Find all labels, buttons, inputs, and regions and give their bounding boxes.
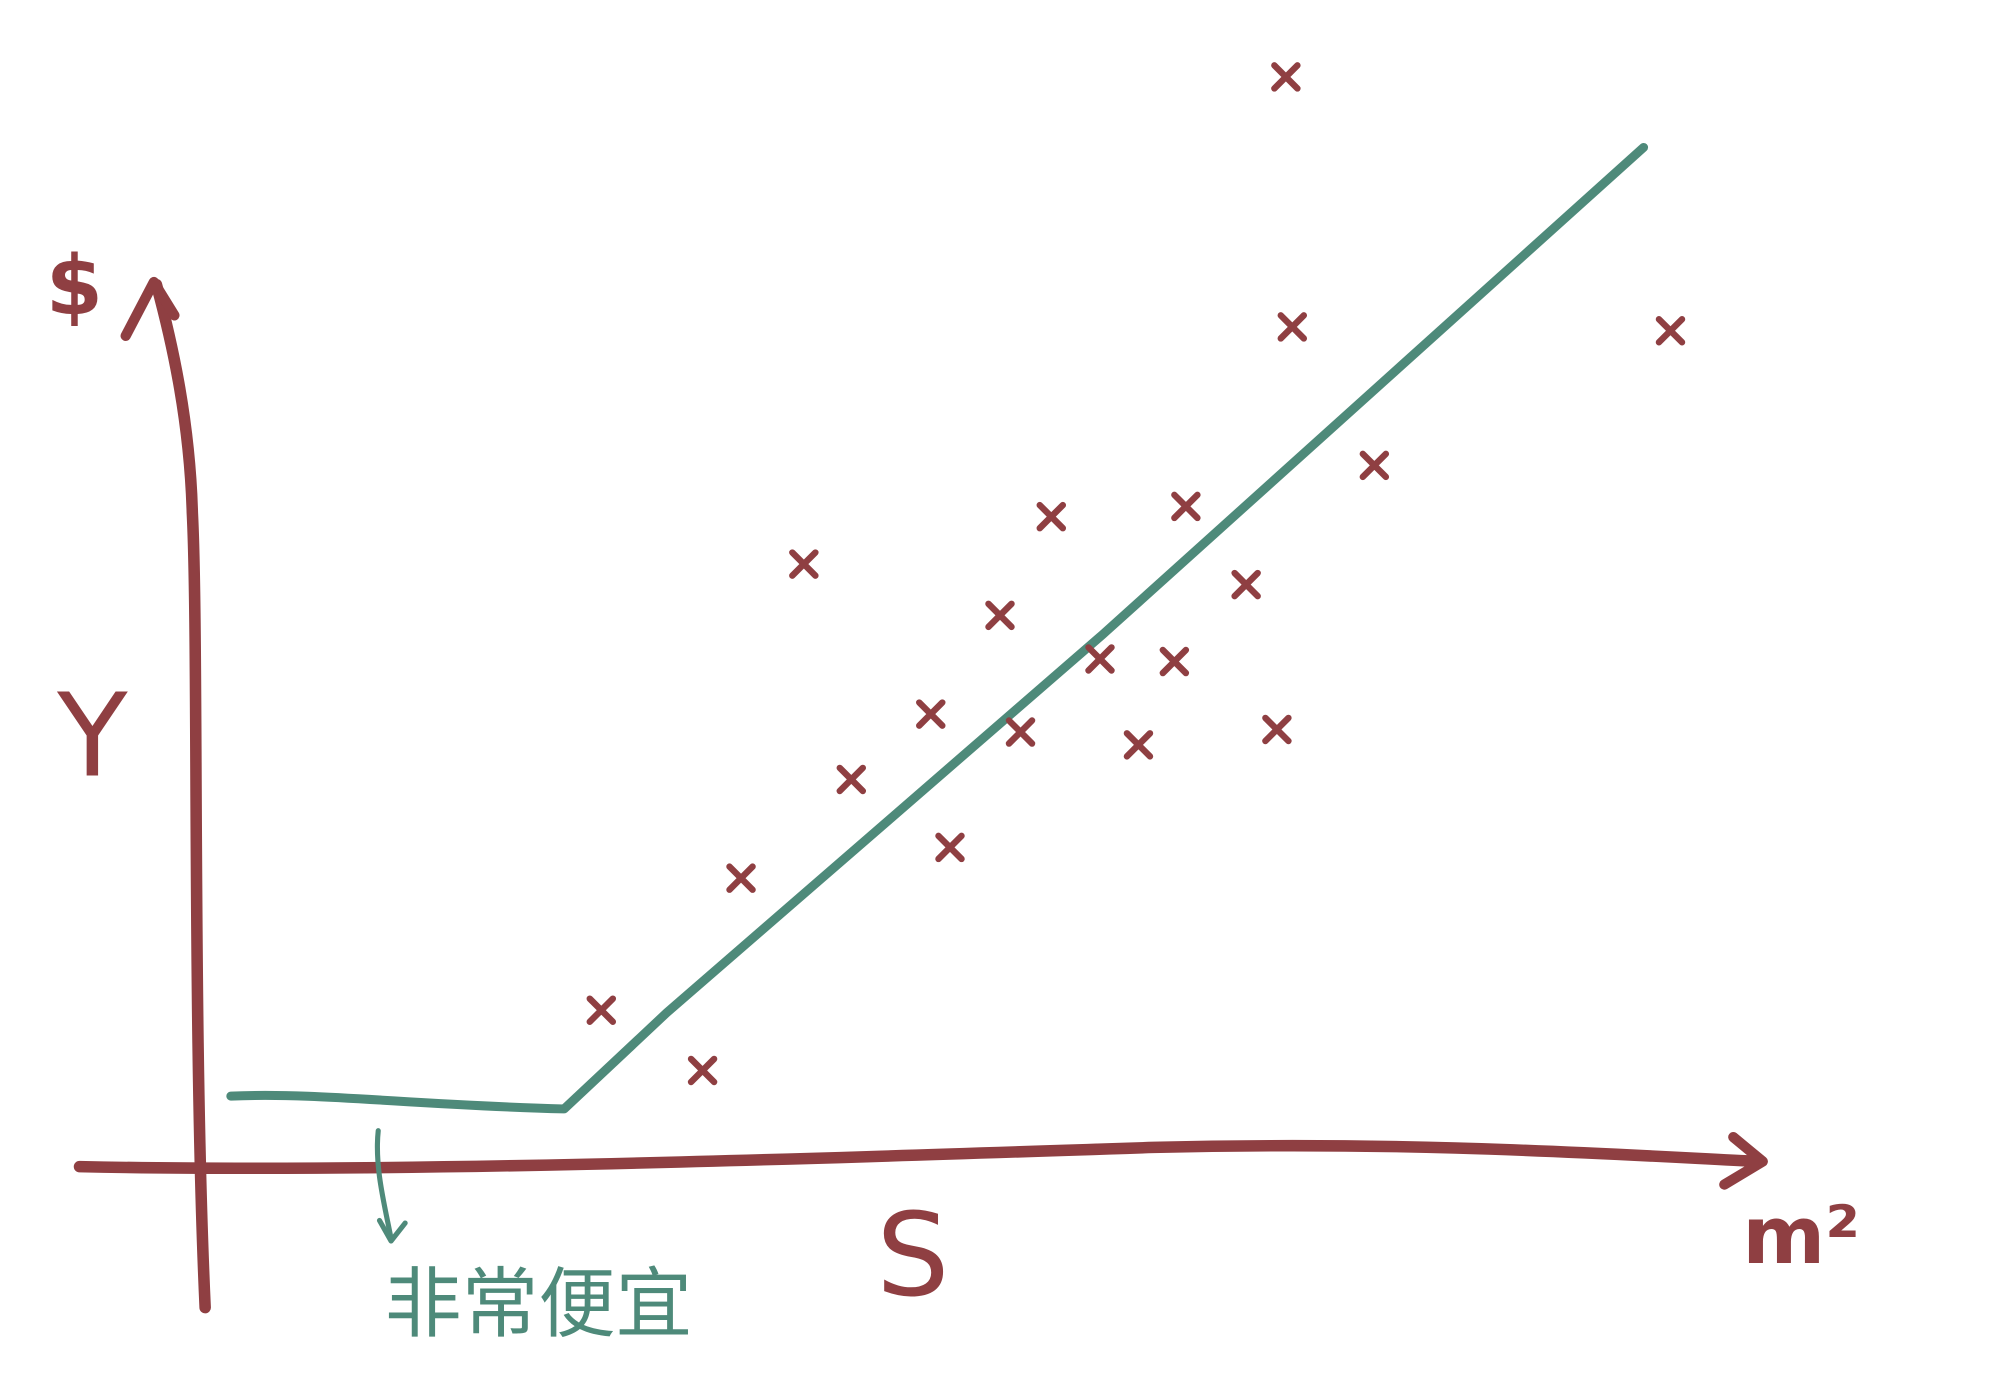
cross-point bbox=[789, 549, 819, 579]
cross-point bbox=[1262, 714, 1292, 745]
cross-point bbox=[836, 764, 867, 795]
cross-point bbox=[1005, 717, 1036, 747]
cross-point bbox=[586, 995, 617, 1025]
fit-line bbox=[226, 142, 1649, 1114]
cross-point bbox=[1123, 730, 1154, 760]
cross-point bbox=[985, 600, 1015, 631]
x-axis bbox=[73, 1139, 1765, 1175]
cross-point bbox=[726, 863, 756, 893]
y-axis-symbol: $ bbox=[46, 239, 103, 334]
x-axis-arrow bbox=[1719, 1132, 1768, 1190]
cross-point bbox=[1277, 312, 1308, 342]
cross-point bbox=[1171, 491, 1201, 522]
cross-point bbox=[1085, 644, 1115, 674]
cross-point bbox=[935, 832, 965, 863]
y-axis-arrow bbox=[120, 276, 180, 342]
annotation-arrowhead bbox=[376, 1217, 408, 1244]
y-axis bbox=[150, 278, 211, 1314]
cross-point bbox=[687, 1055, 718, 1086]
cross-point bbox=[1036, 501, 1067, 532]
data-points bbox=[586, 62, 1686, 1086]
cross-point bbox=[1159, 646, 1190, 677]
y-axis-label: Y bbox=[56, 670, 128, 804]
x-axis-label: S bbox=[876, 1189, 949, 1323]
cross-point bbox=[1655, 316, 1686, 346]
cross-point bbox=[1231, 569, 1261, 600]
annotation-arrow bbox=[374, 1128, 394, 1241]
cross-point bbox=[916, 699, 946, 729]
annotation-label: 非常便宜 bbox=[385, 1261, 693, 1350]
cross-point bbox=[1359, 450, 1390, 481]
cross-point bbox=[1271, 62, 1301, 92]
x-unit-label: m² bbox=[1742, 1189, 1860, 1282]
